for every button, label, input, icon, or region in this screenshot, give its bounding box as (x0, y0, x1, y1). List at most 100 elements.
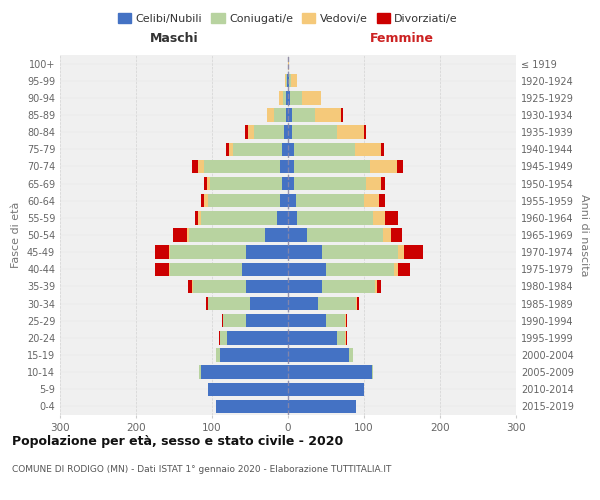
Bar (288, 57, 289, 70)
Bar (280, 160, 288, 173)
Bar (288, 108, 292, 122)
Bar (208, 194, 280, 207)
Bar (216, 400, 288, 413)
Bar (341, 108, 343, 122)
Bar (385, 211, 398, 224)
Bar (291, 74, 297, 88)
Bar (288, 246, 322, 259)
Bar (294, 160, 370, 173)
Bar (267, 108, 274, 122)
Y-axis label: Anni di nascita: Anni di nascita (579, 194, 589, 276)
Bar (288, 177, 294, 190)
Bar (397, 160, 403, 173)
Bar (199, 366, 200, 379)
Bar (326, 314, 345, 328)
Bar (286, 108, 288, 122)
Bar (277, 211, 288, 224)
Bar (205, 194, 208, 207)
Bar (170, 262, 242, 276)
Bar (173, 228, 187, 241)
Bar (288, 91, 290, 104)
Bar (199, 160, 205, 173)
Bar (346, 314, 347, 328)
Bar (208, 297, 250, 310)
Bar (187, 228, 189, 241)
Bar (288, 228, 307, 241)
Bar (288, 160, 294, 173)
Bar (289, 74, 291, 88)
Bar (297, 211, 373, 224)
Bar (280, 194, 288, 207)
Bar (376, 280, 377, 293)
Bar (155, 262, 169, 276)
Bar (193, 280, 246, 293)
Bar (222, 314, 223, 328)
Bar (288, 126, 292, 139)
Bar (233, 142, 282, 156)
Bar (274, 108, 286, 122)
Bar (382, 142, 384, 156)
Bar (379, 194, 385, 207)
Bar (192, 160, 199, 173)
Bar (404, 246, 423, 259)
Bar (223, 314, 246, 328)
Bar (246, 246, 288, 259)
Bar (288, 297, 319, 310)
Bar (288, 142, 294, 156)
Bar (288, 400, 356, 413)
Bar (373, 211, 385, 224)
Bar (383, 228, 391, 241)
Bar (288, 262, 326, 276)
Bar (322, 280, 376, 293)
Bar (398, 246, 404, 259)
Bar (250, 297, 288, 310)
Bar (208, 177, 210, 190)
Bar (288, 331, 337, 344)
Bar (288, 74, 289, 88)
Bar (288, 211, 297, 224)
Bar (292, 108, 314, 122)
Legend: Celibi/Nubili, Coniugati/e, Vedovi/e, Divorziati/e: Celibi/Nubili, Coniugati/e, Vedovi/e, Di… (116, 10, 460, 26)
Bar (170, 246, 246, 259)
Bar (208, 382, 288, 396)
Bar (220, 348, 288, 362)
Bar (345, 314, 346, 328)
Bar (206, 297, 208, 310)
Bar (279, 91, 283, 104)
Bar (188, 280, 192, 293)
Bar (288, 314, 326, 328)
Bar (226, 142, 229, 156)
Bar (377, 280, 381, 293)
Bar (192, 280, 193, 293)
Bar (284, 126, 288, 139)
Bar (355, 142, 382, 156)
Bar (246, 280, 288, 293)
Bar (205, 160, 280, 173)
Bar (288, 366, 371, 379)
Bar (319, 297, 356, 310)
Bar (283, 91, 286, 104)
Bar (194, 211, 199, 224)
Bar (169, 262, 170, 276)
Bar (288, 280, 322, 293)
Bar (296, 194, 364, 207)
Bar (169, 246, 170, 259)
Bar (294, 177, 366, 190)
Bar (314, 108, 341, 122)
Bar (307, 228, 383, 241)
Bar (398, 262, 410, 276)
Bar (227, 331, 288, 344)
Bar (371, 366, 373, 379)
Bar (288, 382, 364, 396)
Y-axis label: Fasce di età: Fasce di età (11, 202, 21, 268)
Bar (346, 331, 347, 344)
Bar (322, 246, 398, 259)
Bar (199, 211, 200, 224)
Bar (242, 262, 288, 276)
Bar (364, 194, 379, 207)
Bar (287, 74, 288, 88)
Bar (370, 160, 397, 173)
Bar (282, 177, 288, 190)
Bar (394, 262, 398, 276)
Bar (357, 297, 359, 310)
